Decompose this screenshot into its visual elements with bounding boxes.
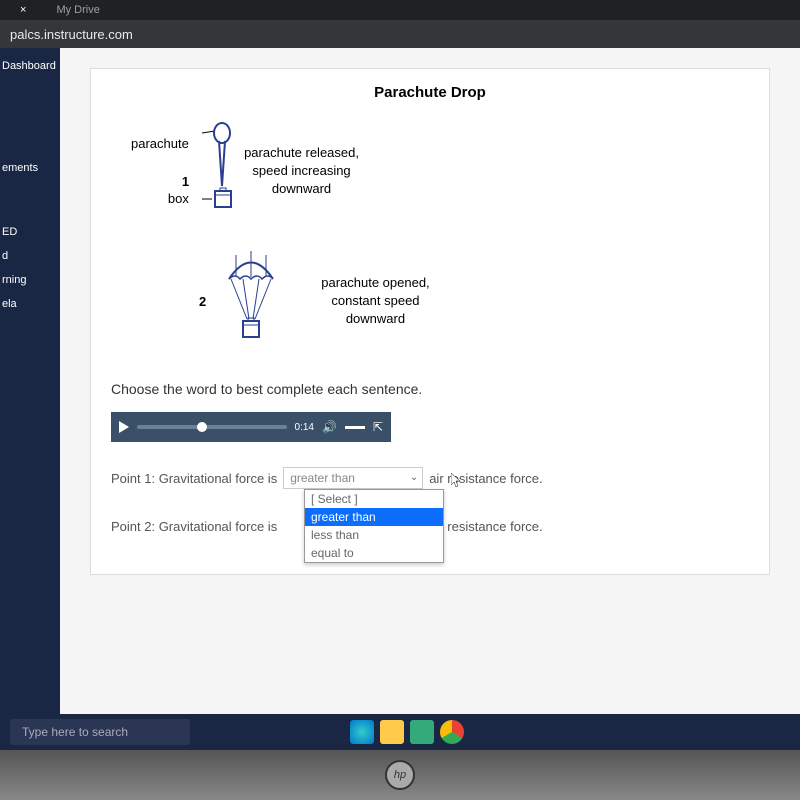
sidebar-item[interactable]: ED bbox=[0, 220, 60, 244]
laptop-bezel: hp bbox=[0, 750, 800, 800]
sidebar-header[interactable]: Dashboard bbox=[0, 56, 60, 76]
dropdown-option-equal[interactable]: equal to bbox=[305, 544, 443, 562]
sidebar-item[interactable]: rning bbox=[0, 268, 60, 292]
q1-prefix: Point 1: Gravitational force is bbox=[111, 471, 277, 486]
sidebar: Dashboard ements ED d rning ela bbox=[0, 48, 60, 728]
dropdown-option-greater[interactable]: greater than bbox=[305, 508, 443, 526]
search-placeholder: Type here to search bbox=[22, 725, 128, 739]
popout-icon[interactable]: ⇱ bbox=[373, 420, 383, 434]
url-text: palcs.instructure.com bbox=[10, 27, 133, 42]
dropdown-menu: [ Select ] greater than less than equal … bbox=[304, 489, 444, 563]
app-icon[interactable] bbox=[410, 720, 434, 744]
edge-icon[interactable] bbox=[350, 720, 374, 744]
q2-prefix: Point 2: Gravitational force is bbox=[111, 519, 277, 534]
q2-suffix: air resistance force. bbox=[429, 519, 542, 534]
instruction-text: Choose the word to best complete each se… bbox=[111, 381, 749, 397]
taskbar-search[interactable]: Type here to search bbox=[10, 719, 190, 745]
stage-number-1: 1 bbox=[182, 174, 189, 189]
volume-icon[interactable]: 🔊 bbox=[322, 420, 337, 434]
open-parachute-icon bbox=[221, 251, 281, 351]
q1-selected-value: greater than bbox=[290, 471, 355, 485]
dropdown-option-placeholder[interactable]: [ Select ] bbox=[305, 490, 443, 508]
sidebar-item[interactable]: ela bbox=[0, 292, 60, 316]
label-box: box bbox=[168, 191, 189, 206]
audio-track[interactable] bbox=[137, 425, 287, 429]
label-parachute: parachute bbox=[131, 136, 189, 151]
chrome-icon[interactable] bbox=[440, 720, 464, 744]
audio-time: 0:14 bbox=[295, 422, 314, 433]
q1-select[interactable]: greater than ⌄ bbox=[283, 467, 423, 489]
stage-number-2: 2 bbox=[199, 294, 206, 309]
browser-tab-bar: × My Drive bbox=[0, 0, 800, 20]
main-area: Dashboard ements ED d rning ela Parachut… bbox=[0, 48, 800, 728]
question-1: Point 1: Gravitational force is greater … bbox=[111, 467, 749, 489]
tab-title: My Drive bbox=[56, 4, 99, 16]
sidebar-item[interactable]: ements bbox=[0, 156, 60, 180]
stage-1-description: parachute released, speed increasing dow… bbox=[244, 144, 359, 199]
dropdown-option-less[interactable]: less than bbox=[305, 526, 443, 544]
play-icon[interactable] bbox=[119, 421, 129, 433]
tab-close-icon[interactable]: × bbox=[20, 4, 26, 16]
taskbar: Type here to search bbox=[0, 714, 800, 750]
diagram-stage-1: parachute box 1 parachute released, spee… bbox=[111, 121, 749, 221]
sidebar-item[interactable]: d bbox=[0, 244, 60, 268]
audio-scrubber[interactable] bbox=[197, 422, 207, 432]
quiz-card: Parachute Drop parachute box 1 bbox=[90, 68, 770, 575]
address-bar[interactable]: palcs.instructure.com bbox=[0, 20, 800, 48]
content-area: Parachute Drop parachute box 1 bbox=[60, 48, 800, 728]
diagram-title: Parachute Drop bbox=[111, 84, 749, 101]
volume-bar[interactable] bbox=[345, 426, 365, 429]
stage-2-description: parachute opened, constant speed downwar… bbox=[321, 274, 429, 329]
taskbar-icons bbox=[350, 720, 464, 744]
chevron-down-icon: ⌄ bbox=[410, 472, 418, 483]
closed-parachute-icon bbox=[197, 121, 247, 221]
audio-player[interactable]: 0:14 🔊 ⇱ bbox=[111, 412, 391, 442]
diagram-stage-2: 2 parachute opened, c bbox=[111, 251, 749, 351]
q1-suffix: air resistance force. bbox=[429, 471, 542, 486]
hp-logo: hp bbox=[385, 760, 415, 790]
explorer-icon[interactable] bbox=[380, 720, 404, 744]
